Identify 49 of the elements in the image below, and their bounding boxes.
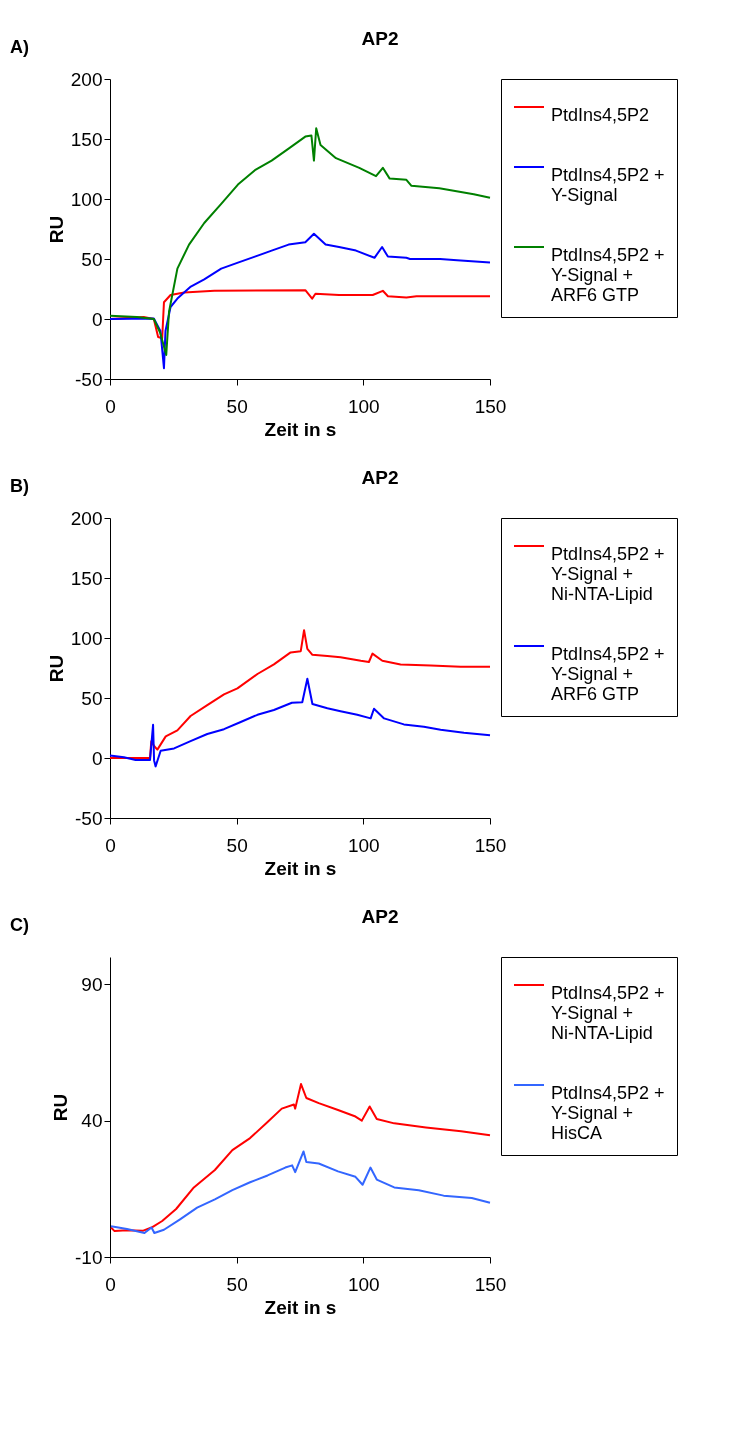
line-series	[109, 677, 491, 768]
y-tick-label: 50	[81, 687, 103, 709]
y-tick-label: 100	[70, 627, 103, 649]
x-tick-label: 100	[347, 1273, 380, 1295]
line-series	[109, 629, 491, 759]
line-series	[110, 1083, 491, 1233]
y-tick-label: 0	[91, 308, 103, 330]
y-axis-title: RU	[45, 215, 67, 244]
y-tick-label: 100	[70, 188, 103, 210]
y-tick-label: 50	[81, 248, 103, 270]
line-series	[110, 1150, 491, 1234]
x-tick-label: 50	[226, 395, 248, 417]
y-tick-label: -50	[75, 368, 103, 390]
x-tick-label: 100	[347, 395, 380, 417]
x-tick-label: 150	[474, 1273, 507, 1295]
x-tick-label: 100	[347, 834, 380, 856]
chart-title: AP2	[361, 467, 399, 488]
text: A)	[10, 37, 29, 57]
y-tick-label: 150	[70, 567, 103, 589]
legend-label: PtdIns4,5P2 + Y-Signal + HisCA	[551, 1083, 665, 1143]
y-axis-title: RU	[50, 1093, 72, 1122]
x-axis-title: Zeit in s	[264, 1296, 337, 1318]
y-axis-title: RU	[45, 654, 67, 683]
legend-label: PtdIns4,5P2	[551, 105, 650, 125]
line-series	[109, 232, 491, 370]
x-axis-title: Zeit in s	[264, 857, 337, 879]
text: C)	[10, 915, 29, 935]
y-tick-label: 40	[81, 1110, 103, 1132]
chart-title: AP2	[361, 906, 399, 927]
y-tick-label: -10	[75, 1246, 103, 1268]
x-tick-label: 150	[474, 834, 507, 856]
legend-label: PtdIns4,5P2 + Y-Signal + ARF6 GTP	[551, 644, 665, 704]
legend-label: PtdIns4,5P2 + Y-Signal + Ni-NTA-Lipid	[551, 983, 665, 1043]
y-tick-label: -50	[75, 807, 103, 829]
legend-label: PtdIns4,5P2 + Y-Signal	[551, 165, 665, 205]
x-axis-title: Zeit in s	[264, 418, 337, 440]
y-tick-label: 150	[70, 128, 103, 150]
line-series	[109, 127, 491, 356]
legend-label: PtdIns4,5P2 + Y-Signal + ARF6 GTP	[551, 245, 665, 305]
x-tick-label: 150	[474, 395, 507, 417]
y-tick-label: 90	[81, 973, 103, 995]
legend-label: PtdIns4,5P2 + Y-Signal + Ni-NTA-Lipid	[551, 544, 665, 604]
x-tick-label: 50	[226, 834, 248, 856]
text: B)	[10, 476, 29, 496]
chart-title: AP2	[361, 28, 399, 49]
x-tick-label: 50	[226, 1273, 248, 1295]
y-tick-label: 0	[91, 747, 103, 769]
y-tick-label: 200	[70, 68, 103, 90]
y-tick-label: 200	[70, 507, 103, 529]
